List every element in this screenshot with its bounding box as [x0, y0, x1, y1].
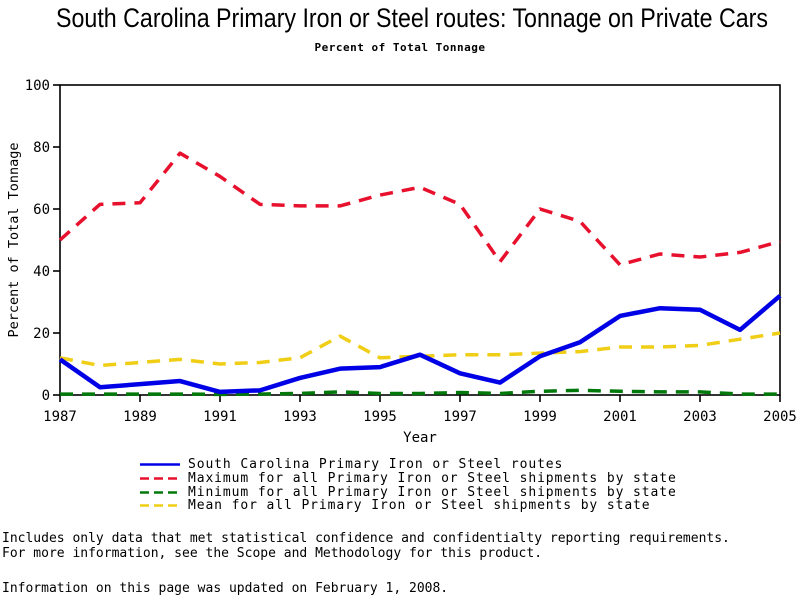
- footnote: Includes only data that met statistical …: [2, 531, 730, 561]
- footnote-line-2: For more information, see the Scope and …: [2, 546, 543, 561]
- legend-line-swatch: [140, 490, 180, 494]
- x-tick-label: 1997: [443, 409, 477, 425]
- series-line-3: [59, 331, 781, 368]
- x-tick-label: 2005: [763, 409, 797, 425]
- x-axis-label: Year: [403, 430, 437, 446]
- y-tick-label: 0: [42, 388, 50, 404]
- x-tick-label: 1995: [363, 409, 397, 425]
- footnote-line-1: Includes only data that met statistical …: [2, 531, 730, 546]
- x-tick-label: 2003: [683, 409, 717, 425]
- plot-area: 0 20 40 60 80 100 1987 1989 1991 1993 1995 1997 1999…: [25, 78, 797, 425]
- legend-label: South Carolina Primary Iron or Steel rou…: [188, 457, 564, 473]
- x-tick-label: 2001: [603, 409, 637, 425]
- x-tick-label: 1991: [203, 409, 237, 425]
- y-tick-label: 20: [33, 326, 50, 342]
- y-tick-label: 40: [33, 264, 50, 280]
- legend-line-swatch: [140, 504, 180, 508]
- chart-title: South Carolina Primary Iron or Steel rou…: [56, 3, 769, 33]
- y-tick-label: 100: [25, 78, 50, 94]
- update-note: Information on this page was updated on …: [2, 581, 449, 596]
- legend-line-swatch: [140, 477, 180, 480]
- plot-frame: [59, 84, 781, 396]
- x-tick-label: 1999: [523, 409, 557, 425]
- legend-label: Minimum for all Primary Iron or Steel sh…: [188, 484, 677, 500]
- legend-line-swatch: [140, 463, 180, 467]
- legend-row-mean: Mean for all Primary Iron or Steel shipm…: [140, 498, 677, 514]
- series-line-0: [58, 294, 782, 395]
- legend-row-min: Minimum for all Primary Iron or Steel sh…: [140, 484, 677, 500]
- y-tick-label: 80: [33, 140, 50, 156]
- chart-subtitle: Percent of Total Tonnage: [314, 41, 486, 54]
- series-line-1: [58, 151, 781, 267]
- x-tick-label: 1987: [43, 409, 77, 425]
- legend: South Carolina Primary Iron or Steel rou…: [140, 457, 677, 514]
- x-tick-label: 1989: [123, 409, 157, 425]
- legend-label: Mean for all Primary Iron or Steel shipm…: [188, 498, 651, 514]
- series-line-2: [60, 388, 780, 397]
- legend-row-sc: South Carolina Primary Iron or Steel rou…: [140, 457, 677, 473]
- legend-row-max: Maximum for all Primary Iron or Steel sh…: [140, 471, 677, 487]
- legend-label: Maximum for all Primary Iron or Steel sh…: [188, 471, 677, 487]
- x-tick-label: 1993: [283, 409, 317, 425]
- y-tick-label: 60: [33, 202, 50, 218]
- y-axis-label: Percent of Total Tonnage: [6, 142, 22, 338]
